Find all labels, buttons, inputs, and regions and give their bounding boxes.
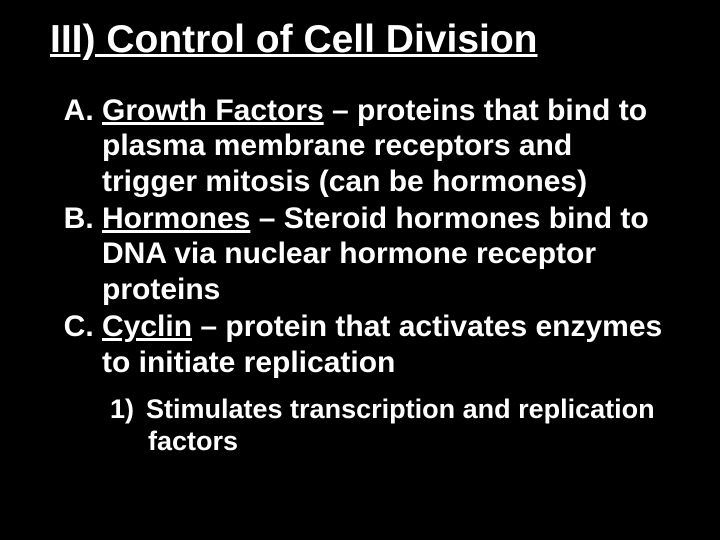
main-list: Growth Factors – proteins that bind to p…	[50, 93, 670, 458]
item-growth-factors: Growth Factors – proteins that bind to p…	[102, 93, 670, 199]
term-growth-factors: Growth Factors	[102, 94, 324, 127]
item-hormones: Hormones – Steroid hormones bind to DNA …	[102, 201, 670, 307]
subitem-stimulates: Stimulates transcription and replication…	[148, 394, 670, 458]
item-cyclin: Cyclin – protein that activates enzymes …	[102, 309, 670, 458]
term-hormones: Hormones	[102, 202, 250, 235]
slide-title: III) Control of Cell Division	[50, 18, 670, 63]
subitem-stimulates-text: Stimulates transcription and replication…	[146, 394, 655, 456]
term-cyclin: Cyclin	[102, 310, 192, 343]
sub-list: Stimulates transcription and replication…	[102, 394, 670, 458]
slide-container: III) Control of Cell Division Growth Fac…	[0, 0, 720, 540]
